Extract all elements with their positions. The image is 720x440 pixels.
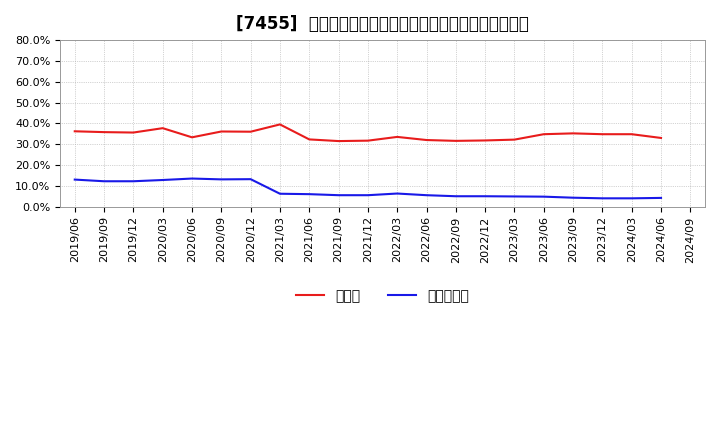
現預金 [276,122,284,127]
有利子負債 [129,179,138,184]
現預金 [510,137,519,142]
現預金 [422,137,431,143]
現預金 [217,129,225,134]
現預金 [481,138,490,143]
有利子負債 [481,194,490,199]
現預金 [598,132,607,137]
有利子負債 [217,177,225,182]
現預金 [188,135,197,140]
有利子負債 [598,196,607,201]
現預金 [657,136,665,141]
Line: 現預金: 現預金 [75,125,661,141]
有利子負債 [364,193,372,198]
有利子負債 [451,194,460,199]
有利子負債 [246,176,255,182]
有利子負債 [627,196,636,201]
有利子負債 [71,177,79,182]
Legend: 現預金, 有利子負債: 現預金, 有利子負債 [291,283,474,308]
現預金 [627,132,636,137]
現預金 [129,130,138,135]
現預金 [100,129,109,135]
現預金 [158,125,167,131]
Title: [7455]  現預金、有利子負債の総資産に対する比率の推移: [7455] 現預金、有利子負債の総資産に対する比率の推移 [236,15,529,33]
有利子負債 [158,177,167,183]
Line: 有利子負債: 有利子負債 [75,179,661,198]
現預金 [71,128,79,134]
現預金 [569,131,577,136]
現預金 [539,132,548,137]
現預金 [393,134,402,139]
有利子負債 [657,195,665,201]
有利子負債 [510,194,519,199]
有利子負債 [334,193,343,198]
現預金 [334,139,343,144]
有利子負債 [276,191,284,196]
有利子負債 [569,195,577,200]
有利子負債 [100,179,109,184]
有利子負債 [188,176,197,181]
現預金 [246,129,255,134]
現預金 [451,138,460,143]
有利子負債 [305,191,314,197]
有利子負債 [539,194,548,199]
有利子負債 [393,191,402,196]
有利子負債 [422,193,431,198]
現預金 [305,137,314,142]
現預金 [364,138,372,143]
